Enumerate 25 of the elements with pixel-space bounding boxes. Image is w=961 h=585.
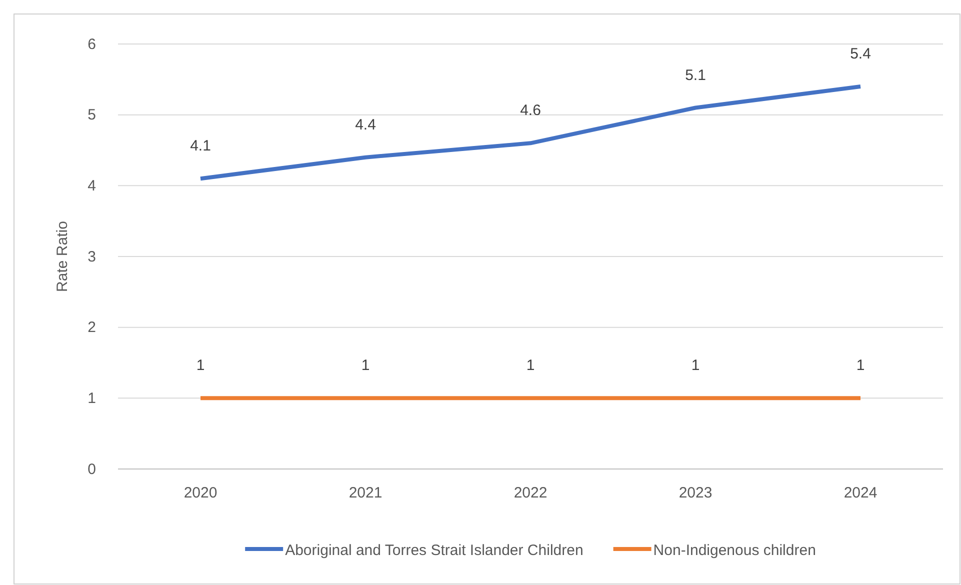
x-tick-label: 2020 (184, 484, 218, 502)
data-label: 4.1 (190, 138, 211, 155)
data-label: 1 (361, 357, 370, 374)
x-tick-label: 2023 (678, 484, 712, 502)
x-tick-label: 2022 (514, 484, 548, 502)
y-tick-label: 5 (88, 106, 96, 124)
y-tick-label: 3 (88, 248, 96, 266)
y-tick-label: 6 (88, 36, 96, 53)
y-tick-label: 1 (88, 390, 96, 407)
data-label: 5.1 (685, 66, 706, 84)
data-label: 1 (526, 357, 535, 374)
data-label: 1 (196, 357, 205, 374)
data-label: 4.4 (355, 116, 376, 134)
y-tick-label: 2 (88, 319, 96, 336)
legend-label: Non-Indigenous children (653, 542, 816, 559)
legend-label: Aboriginal and Torres Strait Islander Children (285, 542, 584, 559)
y-axis-title: Rate Ratio (54, 221, 71, 292)
data-label: 5.4 (850, 46, 871, 62)
y-tick-label: 0 (88, 460, 96, 478)
x-tick-label: 2024 (844, 484, 878, 502)
y-tick-label: 4 (88, 177, 96, 194)
data-label: 4.6 (520, 102, 541, 120)
data-label: 1 (691, 357, 700, 374)
data-label: 1 (856, 357, 865, 374)
x-tick-label: 2021 (348, 484, 382, 502)
